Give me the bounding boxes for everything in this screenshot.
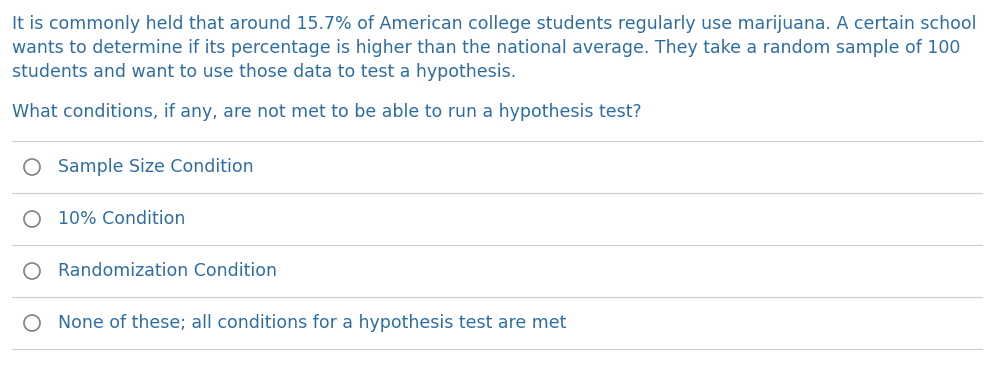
Text: students and want to use those data to test a hypothesis.: students and want to use those data to t… <box>12 63 516 81</box>
Text: wants to determine if its percentage is higher than the national average. They t: wants to determine if its percentage is … <box>12 39 960 57</box>
Text: None of these; all conditions for a hypothesis test are met: None of these; all conditions for a hypo… <box>58 314 567 332</box>
Text: Randomization Condition: Randomization Condition <box>58 262 277 280</box>
Text: Sample Size Condition: Sample Size Condition <box>58 158 253 176</box>
Text: It is commonly held that around 15.7% of American college students regularly use: It is commonly held that around 15.7% of… <box>12 15 976 33</box>
Text: 10% Condition: 10% Condition <box>58 210 185 228</box>
Text: What conditions, if any, are not met to be able to run a hypothesis test?: What conditions, if any, are not met to … <box>12 103 641 121</box>
